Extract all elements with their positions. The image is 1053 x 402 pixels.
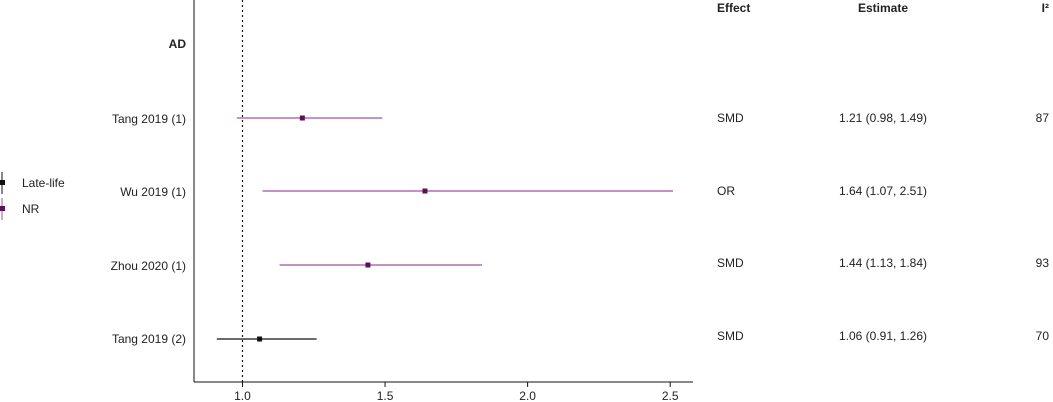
effect-cell: OR bbox=[717, 184, 735, 198]
plot-area: 1.0 1.5 2.0 2.5 bbox=[193, 0, 693, 402]
effect-cell: SMD bbox=[717, 111, 744, 125]
x-tick-label: 2.0 bbox=[519, 389, 536, 402]
estimate-cell: 1.06 (0.91, 1.26) bbox=[839, 329, 927, 343]
column-header-effect: Effect bbox=[717, 1, 750, 15]
i2-cell: 93 bbox=[1036, 256, 1050, 270]
row-label: Wu 2019 (1) bbox=[120, 185, 186, 199]
row-label: Tang 2019 (1) bbox=[112, 112, 186, 126]
legend-label-late-life: Late-life bbox=[22, 176, 65, 190]
point-estimate bbox=[365, 262, 371, 268]
row-labels: Tang 2019 (1) Wu 2019 (1) Zhou 2020 (1) … bbox=[111, 112, 186, 346]
i2-cell: 70 bbox=[1036, 329, 1050, 343]
group-label: AD bbox=[169, 37, 187, 51]
legend: Late-life NR bbox=[0, 172, 65, 220]
row-label: Zhou 2020 (1) bbox=[111, 259, 186, 273]
estimate-cell: 1.64 (1.07, 2.51) bbox=[839, 184, 927, 198]
x-axis-ticks: 1.0 1.5 2.0 2.5 bbox=[234, 382, 679, 402]
point-estimate bbox=[422, 188, 428, 194]
effect-cell: SMD bbox=[717, 256, 744, 270]
x-tick-label: 1.5 bbox=[377, 389, 394, 402]
x-tick-label: 2.5 bbox=[662, 389, 679, 402]
legend-swatch-late-life bbox=[0, 180, 5, 185]
x-tick-label: 1.0 bbox=[234, 389, 251, 402]
i2-cell: 87 bbox=[1036, 111, 1050, 125]
column-header-i2: I² bbox=[1042, 1, 1049, 15]
legend-label-nr: NR bbox=[22, 202, 40, 216]
point-estimate bbox=[257, 336, 263, 342]
confidence-intervals bbox=[216, 115, 674, 342]
estimate-cell: 1.21 (0.98, 1.49) bbox=[839, 111, 927, 125]
estimate-cell: 1.44 (1.13, 1.84) bbox=[839, 256, 927, 270]
legend-swatch-nr bbox=[0, 206, 5, 211]
column-header-estimate: Estimate bbox=[858, 1, 908, 15]
row-label: Tang 2019 (2) bbox=[112, 332, 186, 346]
effect-cell: SMD bbox=[717, 329, 744, 343]
results-table: Effect Estimate I² SMD 1.21 (0.98, 1.49)… bbox=[717, 1, 1049, 343]
point-estimate bbox=[299, 115, 305, 121]
